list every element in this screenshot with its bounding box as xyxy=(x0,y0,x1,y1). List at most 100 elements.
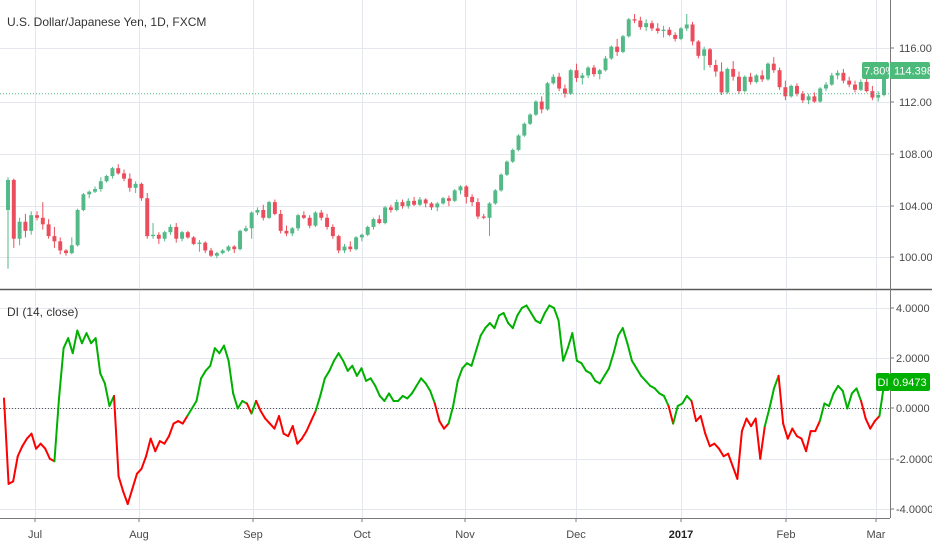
di-line-segment xyxy=(360,367,368,382)
candle-body xyxy=(626,19,631,37)
price-axis[interactable]: 116.000 112.000 108.000 104.000 100.000 xyxy=(890,43,932,264)
candle-body xyxy=(348,246,353,250)
di-line-segment xyxy=(200,369,207,380)
di-line-segment xyxy=(740,417,748,433)
di-line-segment xyxy=(493,314,500,330)
di-line-segment xyxy=(438,420,445,430)
candle-body xyxy=(551,76,556,84)
di-line-segment xyxy=(516,307,523,317)
candle-body xyxy=(174,226,179,239)
candle-body xyxy=(760,75,765,80)
di-line-segment xyxy=(369,377,377,387)
di-label-badge xyxy=(876,373,890,391)
month-label: Nov xyxy=(455,529,475,541)
di-line-segment xyxy=(406,392,413,400)
candle-body xyxy=(789,85,794,97)
di-line-segment xyxy=(429,389,436,405)
candle-body xyxy=(365,226,370,235)
di-line-segment xyxy=(690,399,698,423)
di-line-segment xyxy=(525,304,533,315)
month-label: Oct xyxy=(353,529,370,541)
di-line-segment xyxy=(378,394,386,402)
candle-body xyxy=(249,212,254,229)
candle-body xyxy=(533,101,538,115)
candle-body xyxy=(580,75,585,79)
di-last-value: 0.9473 xyxy=(893,377,927,389)
di-line-segment xyxy=(603,367,610,377)
candle-body xyxy=(487,203,492,218)
di-axis[interactable]: 4.0000 2.0000 0.0000 -2.0000 -4.0000 xyxy=(890,303,932,516)
di-line-segment xyxy=(443,422,450,430)
candle-body xyxy=(104,176,109,182)
di-line-segment xyxy=(828,392,835,407)
di-line-segment xyxy=(85,332,93,345)
candle-body xyxy=(620,36,625,52)
candle-body xyxy=(87,191,92,195)
di-line-segment xyxy=(163,435,170,445)
candle-body xyxy=(23,221,28,231)
month-label: 2017 xyxy=(669,529,693,541)
candle-body xyxy=(383,207,388,224)
candle-body xyxy=(191,237,196,244)
di-line-segment xyxy=(763,407,771,428)
month-label: Aug xyxy=(129,529,149,541)
di-line-segment xyxy=(94,337,102,375)
candle-body xyxy=(684,24,689,29)
candle-body xyxy=(742,76,747,92)
di-line-segment xyxy=(553,307,560,322)
candle-body xyxy=(458,186,463,191)
candle-body xyxy=(17,221,22,239)
candle-body xyxy=(325,217,330,227)
di-line-segment xyxy=(250,399,258,415)
di-line-segment xyxy=(346,364,354,372)
candle-body xyxy=(301,215,306,218)
price-last-badge xyxy=(890,62,930,79)
candle-body xyxy=(359,234,364,238)
di-line-segment xyxy=(62,337,70,350)
candle-body xyxy=(180,232,185,239)
di-line-segment xyxy=(291,425,299,445)
candle-body xyxy=(232,246,237,250)
candle-body xyxy=(116,168,121,174)
di-line-segment xyxy=(39,442,47,450)
candle-body xyxy=(6,179,10,210)
candle-body xyxy=(261,209,266,218)
di-line-segment xyxy=(319,377,326,397)
di-tick-label: 4.0000 xyxy=(896,303,930,315)
candle-body xyxy=(226,246,231,251)
di-line-segment xyxy=(475,334,482,352)
di-line-segment xyxy=(323,369,331,380)
candle-body xyxy=(64,250,68,254)
price-pane[interactable] xyxy=(0,14,890,269)
di-line-segment xyxy=(612,334,620,355)
di-line-segment xyxy=(181,415,189,425)
di-line-segment xyxy=(296,437,303,445)
candle-body xyxy=(481,216,486,218)
di-line-segment xyxy=(131,472,138,490)
candle-body xyxy=(423,199,428,204)
candle-body xyxy=(220,250,225,254)
di-line-segment xyxy=(190,399,198,410)
candle-body xyxy=(145,198,150,237)
di-line-segment xyxy=(667,404,675,425)
di-line-segment xyxy=(598,374,606,385)
candle-body xyxy=(824,84,828,89)
candle-body xyxy=(667,29,672,35)
candle-body xyxy=(615,46,620,52)
di-line-segment xyxy=(543,304,551,315)
di-line-segment xyxy=(44,447,51,460)
candle-body xyxy=(806,96,811,101)
di-line-segment xyxy=(140,455,148,470)
candle-body xyxy=(841,72,846,81)
candle-body xyxy=(29,215,34,231)
di-pane[interactable] xyxy=(0,304,890,505)
di-line-segment xyxy=(420,377,427,385)
di-line-segment xyxy=(608,352,615,370)
time-axis[interactable]: Jul Aug Sep Oct Nov Dec 2017 Feb Mar xyxy=(28,518,886,541)
candle-body xyxy=(417,199,422,205)
di-line-segment xyxy=(135,467,143,475)
di-line-segment xyxy=(310,410,317,423)
di-line-segment xyxy=(12,455,19,483)
candle-body xyxy=(713,64,718,72)
